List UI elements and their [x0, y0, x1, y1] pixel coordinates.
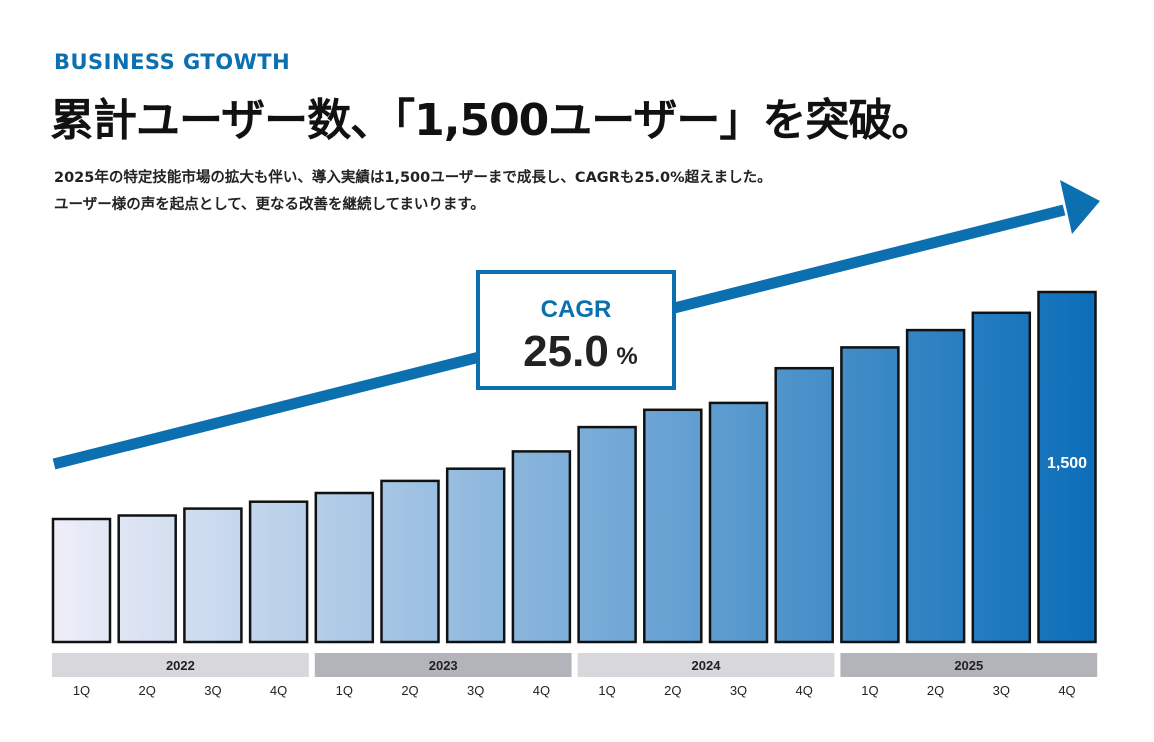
- bar-2024-4q: [774, 366, 834, 644]
- bar-2024-1q: [577, 425, 637, 644]
- tick-label-2025-4q: 4Q: [1058, 683, 1075, 698]
- bar-2025-3q: [971, 311, 1032, 644]
- bar-2023-4q: [511, 450, 572, 644]
- bar-2023-3q: [445, 467, 506, 644]
- bar-2025-1q: [840, 346, 900, 644]
- description-line-1: 2025年の特定技能市場の拡大も伴い、導入実績は1,500ユーザーまで成長し、C…: [54, 170, 772, 186]
- tick-label-2022-1q: 1Q: [73, 683, 90, 698]
- tick-label-2024-4q: 4Q: [796, 683, 813, 698]
- page-title: 累計ユーザー数、「1,500ユーザー」を突破。: [50, 95, 935, 146]
- tick-label-2022-4q: 4Q: [270, 683, 287, 698]
- x-axis: 2022 1Q 2Q 3Q 4Q 2023 1Q 2Q 3Q 4Q 2024 1Q 2Q 3Q 4Q 2025…: [52, 653, 1098, 698]
- tick-label-2022-2q: 2Q: [139, 683, 156, 698]
- bar-2022-3q: [183, 507, 243, 644]
- cagr-unit: %: [616, 343, 637, 370]
- tick-label-2024-1q: 1Q: [598, 683, 615, 698]
- tick-label-2023-3q: 3Q: [467, 683, 484, 698]
- year-band-2024: [577, 653, 835, 677]
- bar-2023-2q: [380, 479, 440, 644]
- year-band-2025: [840, 653, 1098, 677]
- bars-layer: 1,500: [51, 290, 1097, 644]
- bar-2022-4q: [248, 500, 309, 644]
- tick-label-2023-2q: 2Q: [401, 683, 418, 698]
- bar-2025-2q: [905, 328, 966, 644]
- bar-2025-4q: [1037, 290, 1097, 644]
- year-label-2025: 2025: [954, 658, 983, 673]
- tick-label-2025-3q: 3Q: [993, 683, 1010, 698]
- tick-label-2023-1q: 1Q: [336, 683, 353, 698]
- tick-label-2024-2q: 2Q: [664, 683, 681, 698]
- year-band-2022: [52, 653, 309, 677]
- year-label-2023: 2023: [429, 658, 458, 673]
- tick-label-2023-4q: 4Q: [533, 683, 550, 698]
- bar-2022-2q: [117, 514, 177, 644]
- cagr-callout: CAGR 25.0 %: [476, 270, 676, 390]
- tick-label-2025-1q: 1Q: [861, 683, 878, 698]
- year-label-2024: 2024: [692, 658, 722, 673]
- tick-label-2024-3q: 3Q: [730, 683, 747, 698]
- bar-2023-1q: [314, 491, 375, 644]
- description: 2025年の特定技能市場の拡大も伴い、導入実績は1,500ユーザーまで成長し、C…: [54, 165, 772, 219]
- bar-2024-2q: [643, 408, 703, 644]
- tick-label-2025-2q: 2Q: [927, 683, 944, 698]
- cagr-callout-box: [476, 270, 676, 390]
- cagr-value: 25.0: [523, 327, 609, 376]
- cagr-label: CAGR: [541, 296, 612, 323]
- year-band-2023: [314, 653, 572, 677]
- section-eyebrow: BUSINESS GTOWTH: [54, 50, 291, 74]
- bar-2024-3q: [708, 401, 769, 644]
- year-label-2022: 2022: [166, 658, 195, 673]
- bar-2022-1q: [51, 517, 112, 644]
- description-line-2: ユーザー様の声を起点として、更なる改善を継続してまいります。: [54, 197, 485, 213]
- tick-label-2022-3q: 3Q: [204, 683, 221, 698]
- data-label-2025-4q: 1,500: [1047, 455, 1087, 472]
